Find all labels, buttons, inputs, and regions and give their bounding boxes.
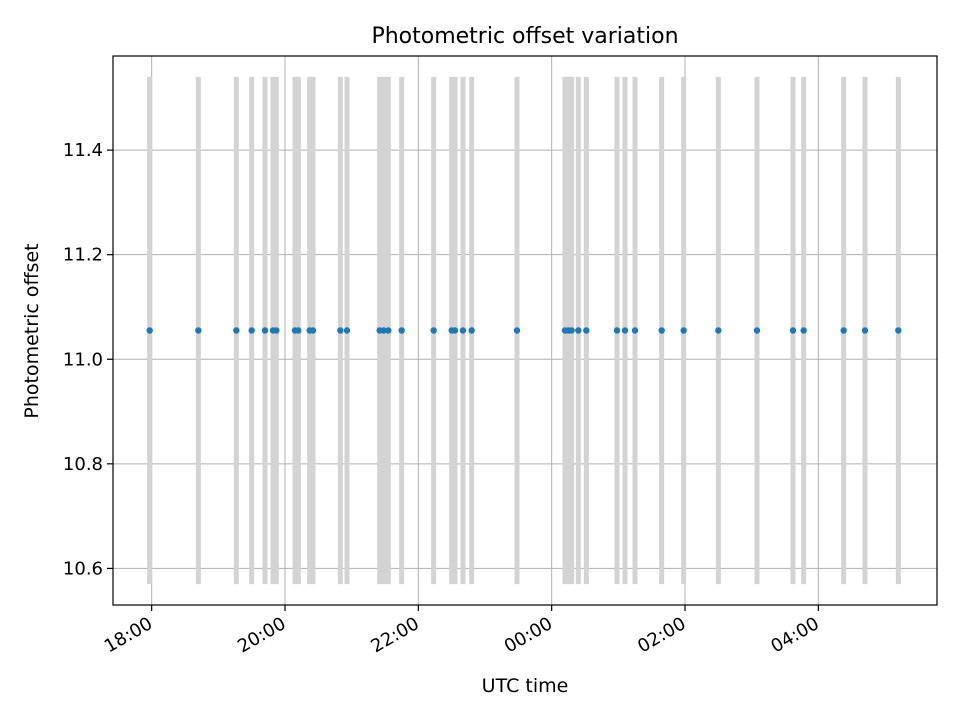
data-point	[621, 327, 629, 334]
y-tick-label: 11.4	[63, 140, 103, 161]
data-point	[680, 327, 687, 334]
data-point	[468, 327, 475, 334]
x-tick-label: 22:00	[367, 613, 422, 657]
data-point	[895, 327, 902, 334]
x-axis-ticks: 18:00 20:00 22:00 00:00 02:00 04:00	[101, 605, 823, 657]
data-points	[146, 327, 902, 334]
data-point	[613, 327, 621, 334]
data-point	[568, 327, 575, 334]
data-point	[195, 327, 202, 334]
data-point	[789, 327, 797, 334]
data-point	[273, 327, 280, 334]
y-tick-label: 10.8	[63, 454, 103, 475]
data-point	[261, 327, 269, 334]
data-point	[631, 327, 639, 334]
data-point	[513, 327, 521, 334]
data-point	[459, 327, 467, 334]
data-point	[715, 327, 722, 334]
data-point	[658, 327, 665, 334]
x-tick-label: 02:00	[634, 613, 689, 657]
y-axis-ticks: 10.6 10.8 11.0 11.2 11.4	[63, 140, 113, 579]
data-point	[385, 327, 392, 334]
data-point	[840, 327, 847, 334]
data-point	[146, 327, 153, 334]
data-point	[583, 327, 590, 334]
data-point	[753, 327, 761, 334]
y-axis-label: Photometric offset	[21, 243, 43, 418]
x-tick-label: 00:00	[501, 613, 556, 657]
data-point	[343, 327, 351, 334]
data-point	[800, 327, 807, 334]
data-point	[398, 327, 405, 334]
data-point	[295, 327, 302, 334]
y-tick-label: 11.2	[63, 245, 103, 266]
data-point	[575, 327, 582, 334]
data-point	[380, 327, 387, 334]
y-tick-label: 11.0	[63, 349, 103, 370]
data-point	[309, 327, 317, 334]
data-point	[233, 327, 240, 334]
x-axis-label: UTC time	[482, 675, 569, 697]
x-tick-label: 18:00	[101, 613, 156, 657]
x-tick-label: 04:00	[767, 613, 822, 657]
y-tick-label: 10.6	[63, 558, 103, 579]
x-tick-label: 20:00	[234, 613, 289, 657]
data-point	[430, 327, 437, 334]
data-point	[451, 327, 459, 334]
data-point	[337, 327, 344, 334]
chart-title: Photometric offset variation	[371, 24, 678, 49]
data-point	[248, 327, 255, 334]
data-point	[861, 327, 869, 334]
plot-frame	[112, 55, 938, 606]
